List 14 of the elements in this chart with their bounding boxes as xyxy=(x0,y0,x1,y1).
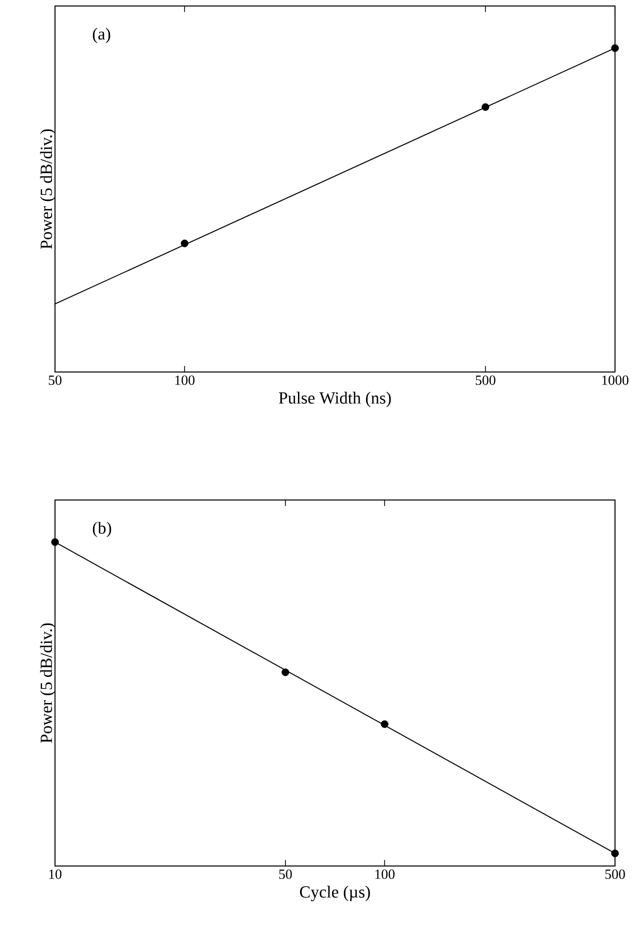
x-tick-label: 50 xyxy=(48,376,62,385)
x-tick-label: 500 xyxy=(605,870,625,879)
x-tick-label: 10 xyxy=(49,870,62,879)
x-tick-label: 1000 xyxy=(602,376,628,385)
x-tick-label: 50 xyxy=(279,870,292,879)
x-tick-label: 100 xyxy=(175,376,195,385)
x-tick-label: 500 xyxy=(476,376,496,385)
text: (a) xyxy=(92,28,110,44)
text: (b) xyxy=(92,522,112,538)
x-axis-title: Cycle (µs) xyxy=(300,886,370,902)
y-axis-title: Power (5 dB/div.) xyxy=(40,623,56,743)
x-tick-label: 100 xyxy=(375,870,395,879)
x-axis-title: Pulse Width (ns) xyxy=(278,392,391,408)
y-axis-title: Power (5 dB/div.) xyxy=(40,129,56,249)
